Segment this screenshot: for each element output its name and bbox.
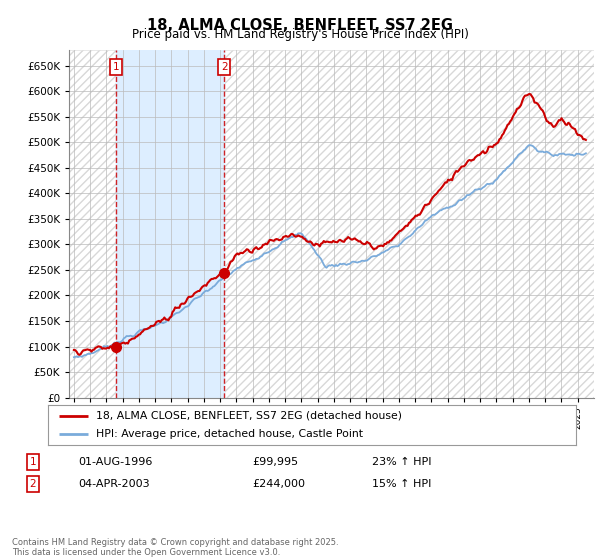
Text: 2: 2 bbox=[29, 479, 37, 489]
Text: 2: 2 bbox=[221, 62, 227, 72]
Text: Price paid vs. HM Land Registry's House Price Index (HPI): Price paid vs. HM Land Registry's House … bbox=[131, 28, 469, 41]
Text: £99,995: £99,995 bbox=[252, 457, 298, 467]
Text: 15% ↑ HPI: 15% ↑ HPI bbox=[372, 479, 431, 489]
Text: HPI: Average price, detached house, Castle Point: HPI: Average price, detached house, Cast… bbox=[95, 430, 362, 439]
Text: 04-APR-2003: 04-APR-2003 bbox=[78, 479, 149, 489]
Text: 23% ↑ HPI: 23% ↑ HPI bbox=[372, 457, 431, 467]
Text: 1: 1 bbox=[29, 457, 37, 467]
Text: 01-AUG-1996: 01-AUG-1996 bbox=[78, 457, 152, 467]
Bar bbox=[116, 50, 224, 398]
Text: 18, ALMA CLOSE, BENFLEET, SS7 2EG (detached house): 18, ALMA CLOSE, BENFLEET, SS7 2EG (detac… bbox=[95, 411, 401, 421]
Text: £244,000: £244,000 bbox=[252, 479, 305, 489]
Text: 18, ALMA CLOSE, BENFLEET, SS7 2EG: 18, ALMA CLOSE, BENFLEET, SS7 2EG bbox=[147, 18, 453, 33]
Text: Contains HM Land Registry data © Crown copyright and database right 2025.
This d: Contains HM Land Registry data © Crown c… bbox=[12, 538, 338, 557]
Text: 1: 1 bbox=[113, 62, 119, 72]
